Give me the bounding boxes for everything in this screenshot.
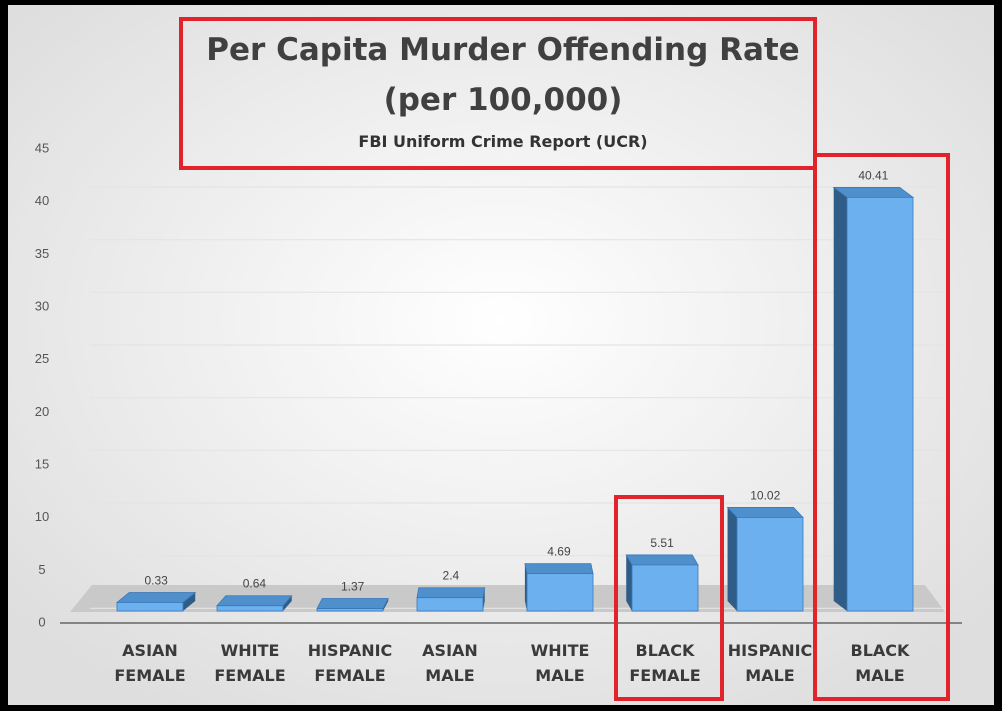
x-tick-label: WHITE	[531, 641, 590, 660]
bar-side	[524, 563, 527, 611]
y-tick-label: 20	[35, 404, 49, 419]
highlight-box	[614, 495, 724, 701]
chart-title: Per Capita Murder Offending Rate	[206, 32, 799, 68]
floor	[70, 585, 945, 612]
x-tick-label: HISPANIC	[308, 641, 393, 660]
bar-top	[726, 507, 804, 518]
bar-top	[832, 186, 915, 198]
y-tick-label: 30	[35, 298, 49, 313]
x-tick-label: FEMALE	[214, 666, 285, 685]
bar	[846, 196, 914, 612]
value-label: 5.51	[650, 536, 674, 550]
value-label: 0.33	[144, 573, 168, 587]
bar-side	[833, 187, 847, 611]
value-label: 4.69	[547, 545, 571, 559]
y-tick-label: 35	[35, 246, 49, 261]
annotations	[179, 17, 950, 701]
x-tick-label: MALE	[425, 666, 474, 685]
bar	[316, 608, 384, 612]
bar-top	[216, 595, 293, 607]
value-label: 2.4	[443, 569, 460, 583]
y-tick-label: 45	[35, 140, 49, 155]
bar-side	[283, 595, 292, 611]
x-tick-label: FEMALE	[629, 666, 700, 685]
x-tick-label: FEMALE	[314, 666, 385, 685]
y-tick-label: 10	[35, 509, 49, 524]
x-tick-label: BLACK	[851, 641, 911, 660]
bar-side	[626, 554, 632, 611]
y-tick-label: 40	[35, 193, 49, 208]
y-tick-label: 25	[35, 351, 49, 366]
bar-side	[483, 587, 485, 611]
chart-subtitle: FBI Uniform Crime Report (UCR)	[358, 132, 647, 151]
bar	[631, 564, 699, 612]
value-label: 10.02	[750, 488, 780, 502]
value-label: 1.37	[341, 580, 365, 594]
value-label: 0.64	[243, 577, 267, 591]
x-tick-label: HISPANIC	[728, 641, 813, 660]
x-tick-label: FEMALE	[114, 666, 185, 685]
x-tick-label: WHITE	[221, 641, 280, 660]
value-label: 40.41	[858, 168, 888, 182]
bar-side	[183, 592, 196, 611]
bar	[526, 573, 594, 612]
x-tick-label: MALE	[745, 666, 794, 685]
x-tick-label: MALE	[535, 666, 584, 685]
highlight-box	[179, 17, 817, 170]
bar	[216, 605, 284, 612]
bar-top	[416, 587, 486, 599]
chart-title: (per 100,000)	[384, 82, 623, 118]
highlight-box	[813, 153, 950, 701]
bar	[416, 597, 484, 612]
x-tick-label: MALE	[855, 666, 904, 685]
x-tick-label: ASIAN	[422, 641, 478, 660]
x-tick-label: ASIAN	[122, 641, 178, 660]
plot-area: 0 5 10 15 20 25 30 35 40 45 ASIAN FEMALE 0.33 WHITE FE…	[35, 140, 945, 685]
x-tick-label: BLACK	[636, 641, 696, 660]
bar	[736, 517, 804, 612]
y-tick-label: 15	[35, 456, 49, 471]
bar-top	[316, 598, 389, 609]
bar-top	[625, 554, 699, 566]
bar-side	[727, 507, 737, 611]
bar-top	[115, 592, 197, 603]
y-tick-label: 5	[38, 562, 45, 577]
bar-top	[524, 563, 594, 574]
bar	[116, 602, 184, 612]
y-tick-label: 0	[38, 614, 45, 629]
